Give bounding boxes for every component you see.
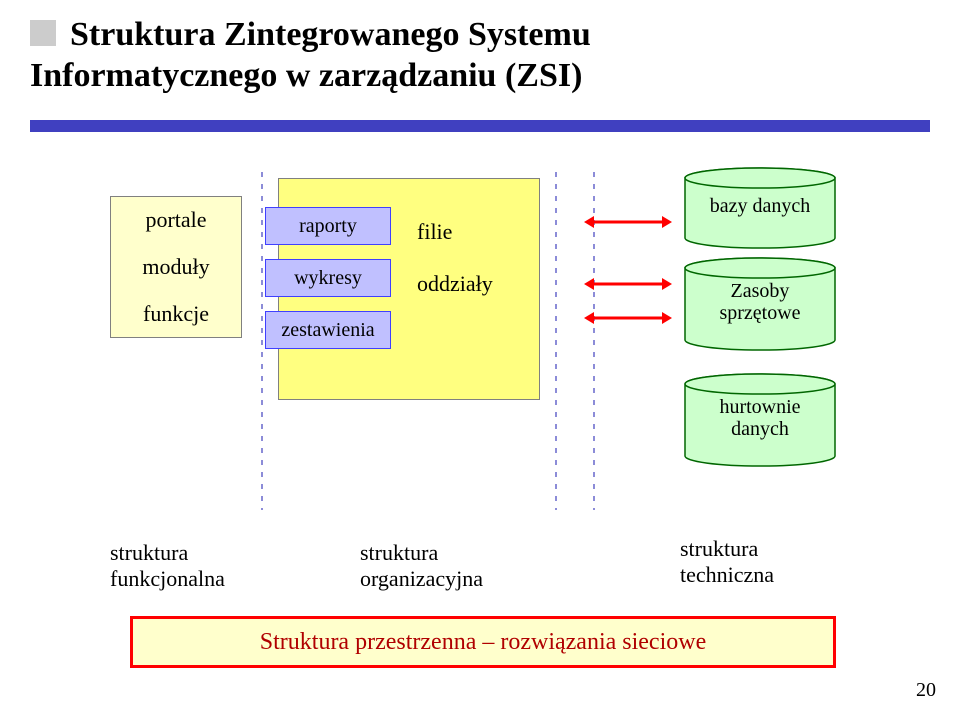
page-number: 20 [916,679,936,702]
red-arrows [0,0,960,720]
bottom-banner: Struktura przestrzenna – rozwiązania sie… [130,616,836,668]
slide-stage: Struktura Zintegrowanego Systemu Informa… [0,0,960,720]
caption-line: funkcjonalna [110,566,290,592]
caption-line: struktura [110,540,290,566]
caption-middle: strukturaorganizacyjna [360,540,560,592]
caption-line: techniczna [680,562,850,588]
caption-left: strukturafunkcjonalna [110,540,290,592]
caption-line: organizacyjna [360,566,560,592]
caption-line: struktura [680,536,850,562]
caption-line: struktura [360,540,560,566]
caption-right: strukturatechniczna [680,536,850,588]
bottom-banner-text: Struktura przestrzenna – rozwiązania sie… [260,629,706,656]
